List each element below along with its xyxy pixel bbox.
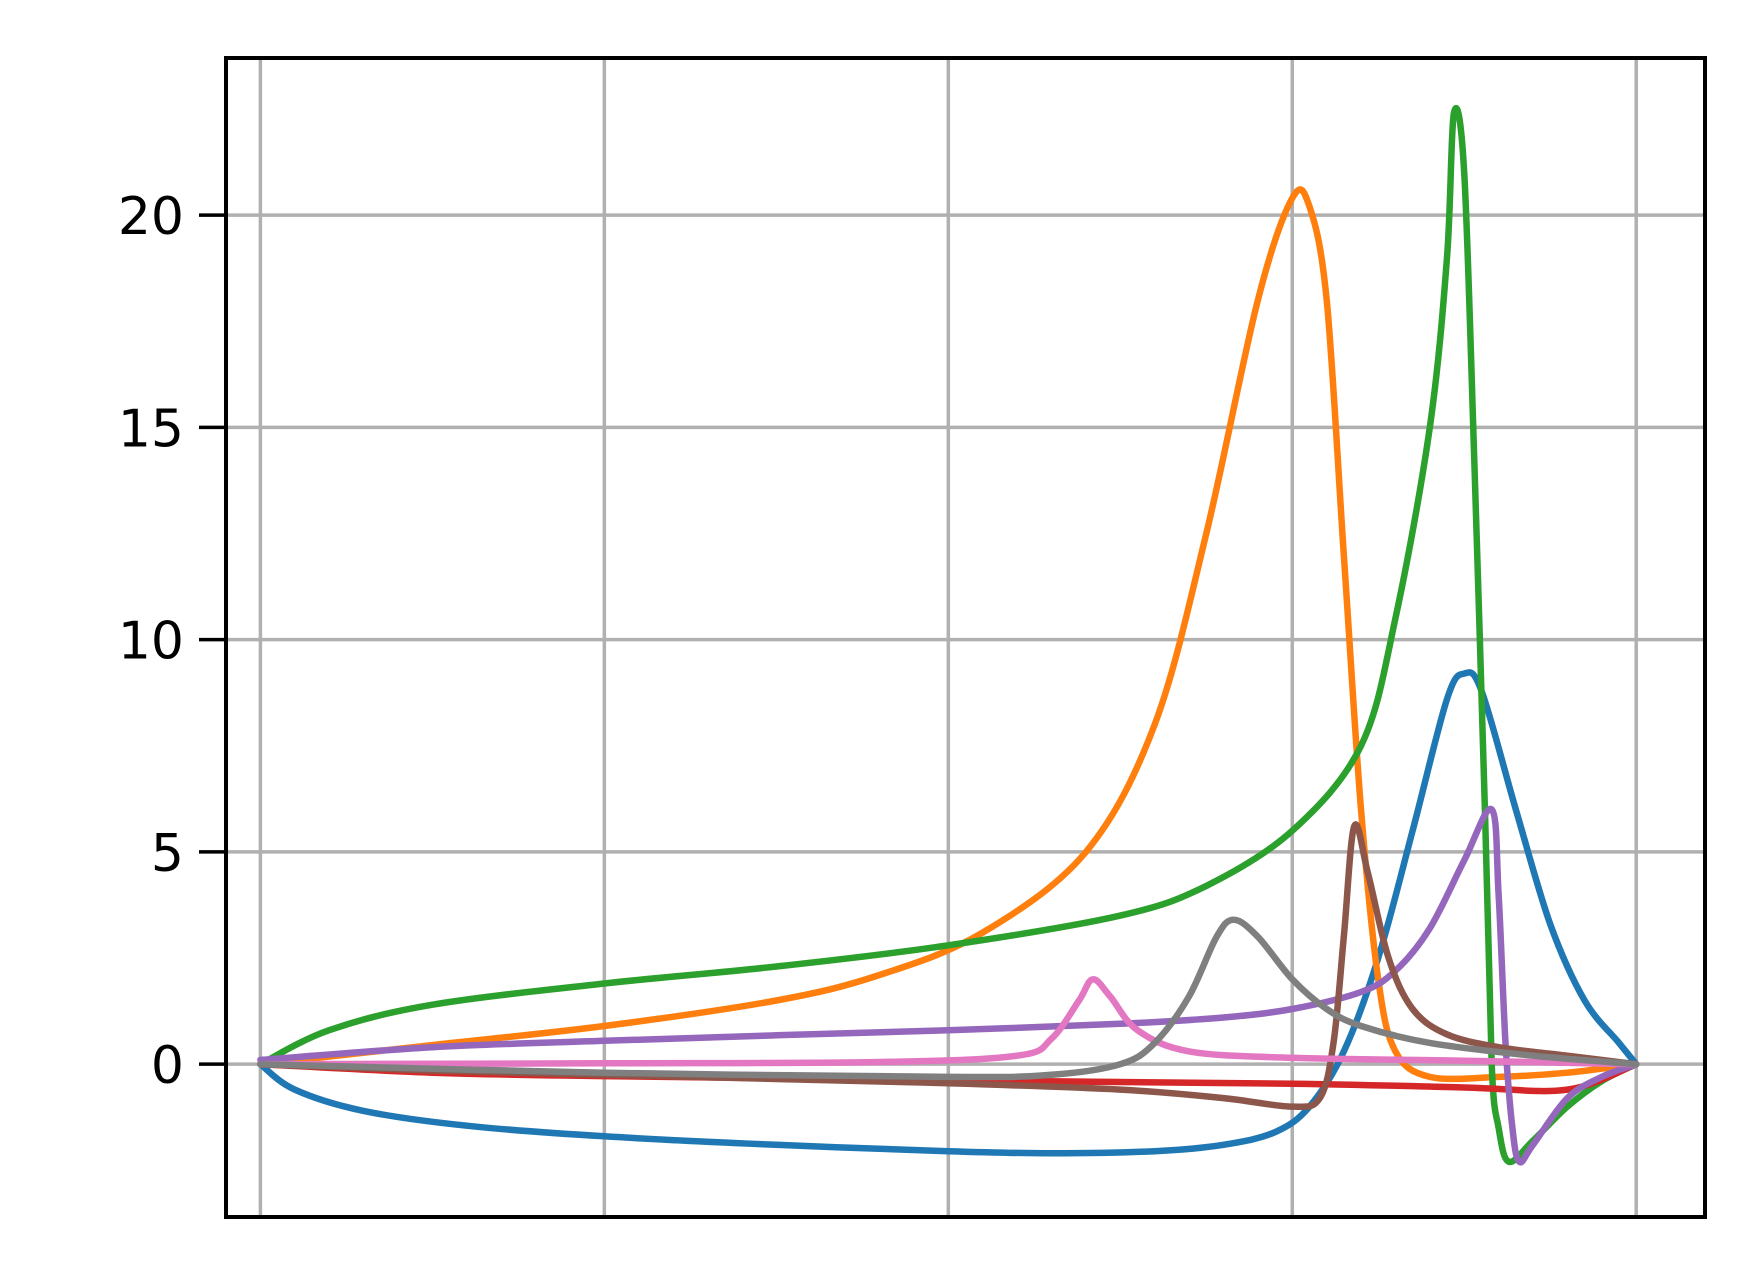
- series-lines: [257, 104, 1640, 1166]
- y-tick-label-3: 15: [118, 399, 184, 459]
- series-line-0: [257, 669, 1640, 1157]
- series-line-6: [257, 976, 1640, 1068]
- plot-frame: [224, 56, 1707, 1219]
- y-tick-label-2: 10: [118, 612, 184, 672]
- series-line-2: [257, 104, 1640, 1166]
- y-tick-label-1: 5: [151, 824, 184, 884]
- plot-area: [226, 58, 1705, 1217]
- y-tick-label-4: 20: [118, 187, 184, 247]
- series-line-7: [257, 916, 1640, 1081]
- y-axis-ticks: 0 5 10 15 20: [118, 187, 226, 1096]
- y-tick-label-0: 0: [151, 1036, 184, 1096]
